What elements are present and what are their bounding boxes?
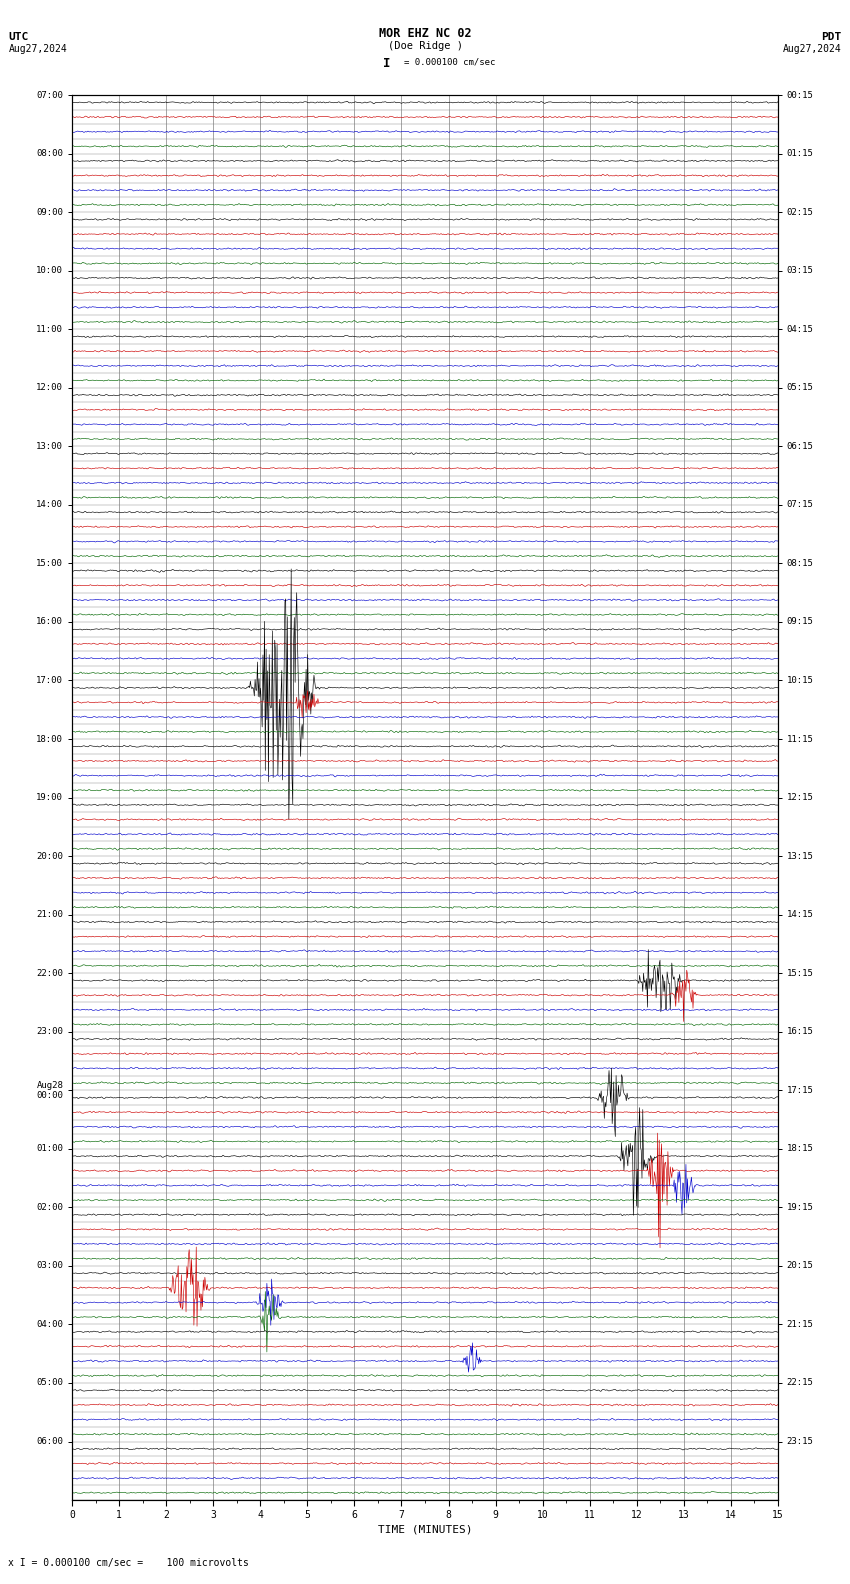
Text: PDT: PDT (821, 32, 842, 41)
Text: UTC: UTC (8, 32, 29, 41)
Text: I: I (383, 57, 390, 70)
Text: = 0.000100 cm/sec: = 0.000100 cm/sec (404, 57, 495, 67)
Text: Aug27,2024: Aug27,2024 (8, 44, 67, 54)
Text: (Doe Ridge ): (Doe Ridge ) (388, 41, 462, 51)
X-axis label: TIME (MINUTES): TIME (MINUTES) (377, 1525, 473, 1535)
Text: x I = 0.000100 cm/sec =    100 microvolts: x I = 0.000100 cm/sec = 100 microvolts (8, 1559, 249, 1568)
Text: MOR EHZ NC 02: MOR EHZ NC 02 (379, 27, 471, 40)
Text: Aug27,2024: Aug27,2024 (783, 44, 842, 54)
